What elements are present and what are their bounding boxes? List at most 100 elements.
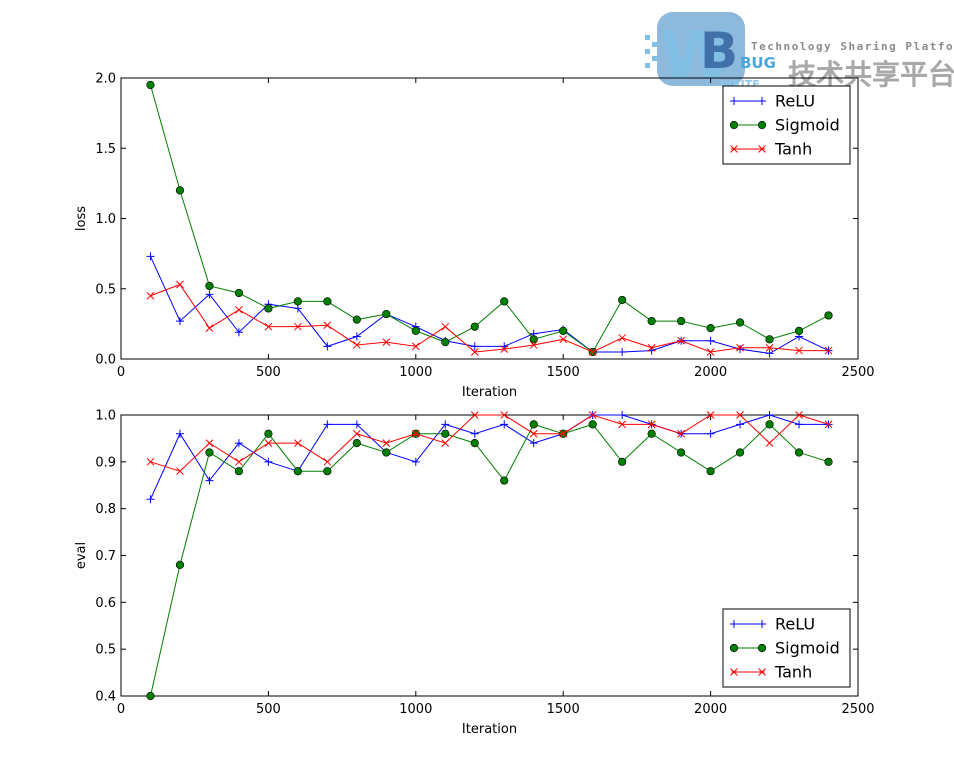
- eval-sigmoid-point: [146, 691, 155, 701]
- eval-y-tick-label: 0.7: [95, 549, 116, 564]
- loss-y-tick-label: 0.5: [95, 282, 116, 297]
- eval-sigmoid-point: [765, 420, 774, 429]
- eval-sigmoid-point: [205, 448, 214, 457]
- loss-tanh-point: [470, 348, 479, 356]
- eval-tanh-point: [411, 429, 420, 438]
- eval-tanh-point: [323, 457, 332, 466]
- loss-tanh-point: [588, 348, 597, 356]
- watermark-logo-icon: W B: [645, 12, 745, 94]
- eval-sigmoid-point: [735, 448, 745, 457]
- eval-legend-sigmoid-marker: [729, 643, 739, 653]
- loss-relu-point: [175, 317, 184, 326]
- eval-sigmoid-point: [794, 448, 804, 457]
- loss-y-ticks: 0.0 0.5 1.0 1.5 2.0: [95, 72, 858, 368]
- eval-relu-point: [500, 420, 509, 429]
- eval-y-label: eval: [74, 542, 89, 569]
- loss-x-ticks: 0 500 1000 1500 2000 2500: [117, 78, 875, 380]
- eval-sigmoid-point: [529, 420, 538, 429]
- loss-relu-point: [765, 349, 774, 358]
- eval-sigmoid-point: [647, 429, 656, 438]
- eval-y-tick-label: 1.0: [95, 409, 116, 424]
- eval-tanh-point: [824, 420, 833, 429]
- eval-sigmoid-point: [264, 429, 273, 438]
- loss-tanh-point: [736, 343, 744, 352]
- svg-text:W: W: [660, 17, 733, 94]
- eval-tanh-point: [588, 411, 597, 419]
- loss-sigmoid-point: [441, 338, 450, 347]
- eval-legend: ReLU Sigmoid Tanh: [722, 608, 851, 688]
- loss-relu-point: [205, 290, 214, 299]
- loss-tanh-point: [352, 341, 361, 349]
- eval-legend-tanh-label: Tanh: [774, 663, 812, 682]
- eval-tanh-point: [205, 439, 214, 447]
- loss-x-tick-label: 1000: [399, 365, 432, 380]
- loss-tanh-point: [264, 322, 273, 331]
- eval-tanh-point: [352, 429, 361, 438]
- eval-y-tick-label: 0.9: [95, 455, 116, 470]
- eval-relu-point: [470, 429, 479, 438]
- loss-tanh-point: [795, 346, 803, 355]
- eval-tanh-point: [765, 439, 774, 447]
- loss-tanh-point: [294, 322, 302, 331]
- eval-tanh-point: [264, 439, 273, 447]
- eval-y-tick-label: 0.6: [95, 596, 116, 611]
- loss-tanh-point: [411, 342, 420, 351]
- eval-tanh-point: [382, 439, 391, 447]
- loss-y-label: loss: [74, 206, 89, 231]
- loss-sigmoid-point: [706, 323, 715, 333]
- loss-sigmoid-point: [234, 288, 244, 298]
- eval-plot: 0 500 1000 1500 2000 2500 0.4 0.5 0.6 0.7 0.8 0.9 1…: [74, 409, 875, 738]
- eval-sigmoid-point: [500, 476, 509, 485]
- eval-relu-line: [150, 414, 829, 500]
- eval-legend-tanh-marker: [730, 668, 738, 676]
- loss-series: [146, 80, 833, 358]
- loss-legend-sigmoid-marker: [729, 120, 739, 130]
- loss-y-tick-label: 1.5: [95, 142, 116, 157]
- loss-legend-relu-label: ReLU: [775, 92, 815, 111]
- eval-x-tick-label: 0: [117, 702, 125, 717]
- loss-relu-point: [736, 345, 745, 354]
- loss-tanh-point: [706, 348, 715, 356]
- loss-tanh-point: [500, 345, 509, 354]
- loss-relu-point: [352, 332, 361, 341]
- eval-legend-relu-marker: [730, 620, 738, 628]
- loss-sigmoid-point: [264, 304, 273, 313]
- loss-sigmoid-point: [411, 326, 420, 336]
- eval-tanh-point: [294, 439, 302, 447]
- eval-relu-point: [264, 457, 273, 466]
- loss-relu-point: [323, 342, 332, 351]
- eval-legend-sigmoid-marker: [757, 643, 767, 653]
- loss-tanh-point: [824, 346, 833, 355]
- eval-sigmoid-point: [470, 439, 479, 448]
- loss-tanh-point: [765, 343, 774, 352]
- eval-tanh-line: [150, 414, 829, 472]
- eval-relu-point: [706, 429, 715, 438]
- eval-tanh-point: [795, 411, 803, 419]
- eval-tanh-point: [559, 429, 568, 438]
- eval-sigmoid-point: [618, 457, 627, 466]
- eval-tanh-point: [470, 411, 479, 419]
- loss-x-tick-label: 1500: [547, 365, 580, 380]
- loss-tanh-point: [529, 341, 538, 349]
- eval-sigmoid-point: [352, 439, 361, 448]
- loss-sigmoid-point: [500, 297, 509, 306]
- eval-relu-point: [411, 457, 420, 466]
- eval-x-ticks: 0 500 1000 1500 2000 2500: [117, 415, 875, 717]
- loss-legend-relu-marker: [730, 97, 738, 105]
- loss-tanh-point: [176, 280, 184, 289]
- eval-tanh-point: [677, 429, 685, 438]
- eval-relu-point: [175, 429, 184, 438]
- loss-sigmoid-point: [323, 297, 332, 306]
- eval-tanh-point: [736, 411, 744, 419]
- loss-sigmoid-point: [175, 186, 185, 195]
- loss-legend-relu-marker: [758, 97, 766, 105]
- eval-relu-point: [234, 439, 243, 448]
- eval-legend-tanh-marker: [758, 668, 766, 676]
- eval-relu-point: [205, 476, 214, 485]
- loss-sigmoid-point: [765, 335, 774, 344]
- eval-sigmoid-line: [149, 423, 829, 697]
- eval-relu-point: [795, 420, 804, 429]
- loss-sigmoid-point: [735, 318, 745, 327]
- loss-x-tick-label: 500: [256, 365, 281, 380]
